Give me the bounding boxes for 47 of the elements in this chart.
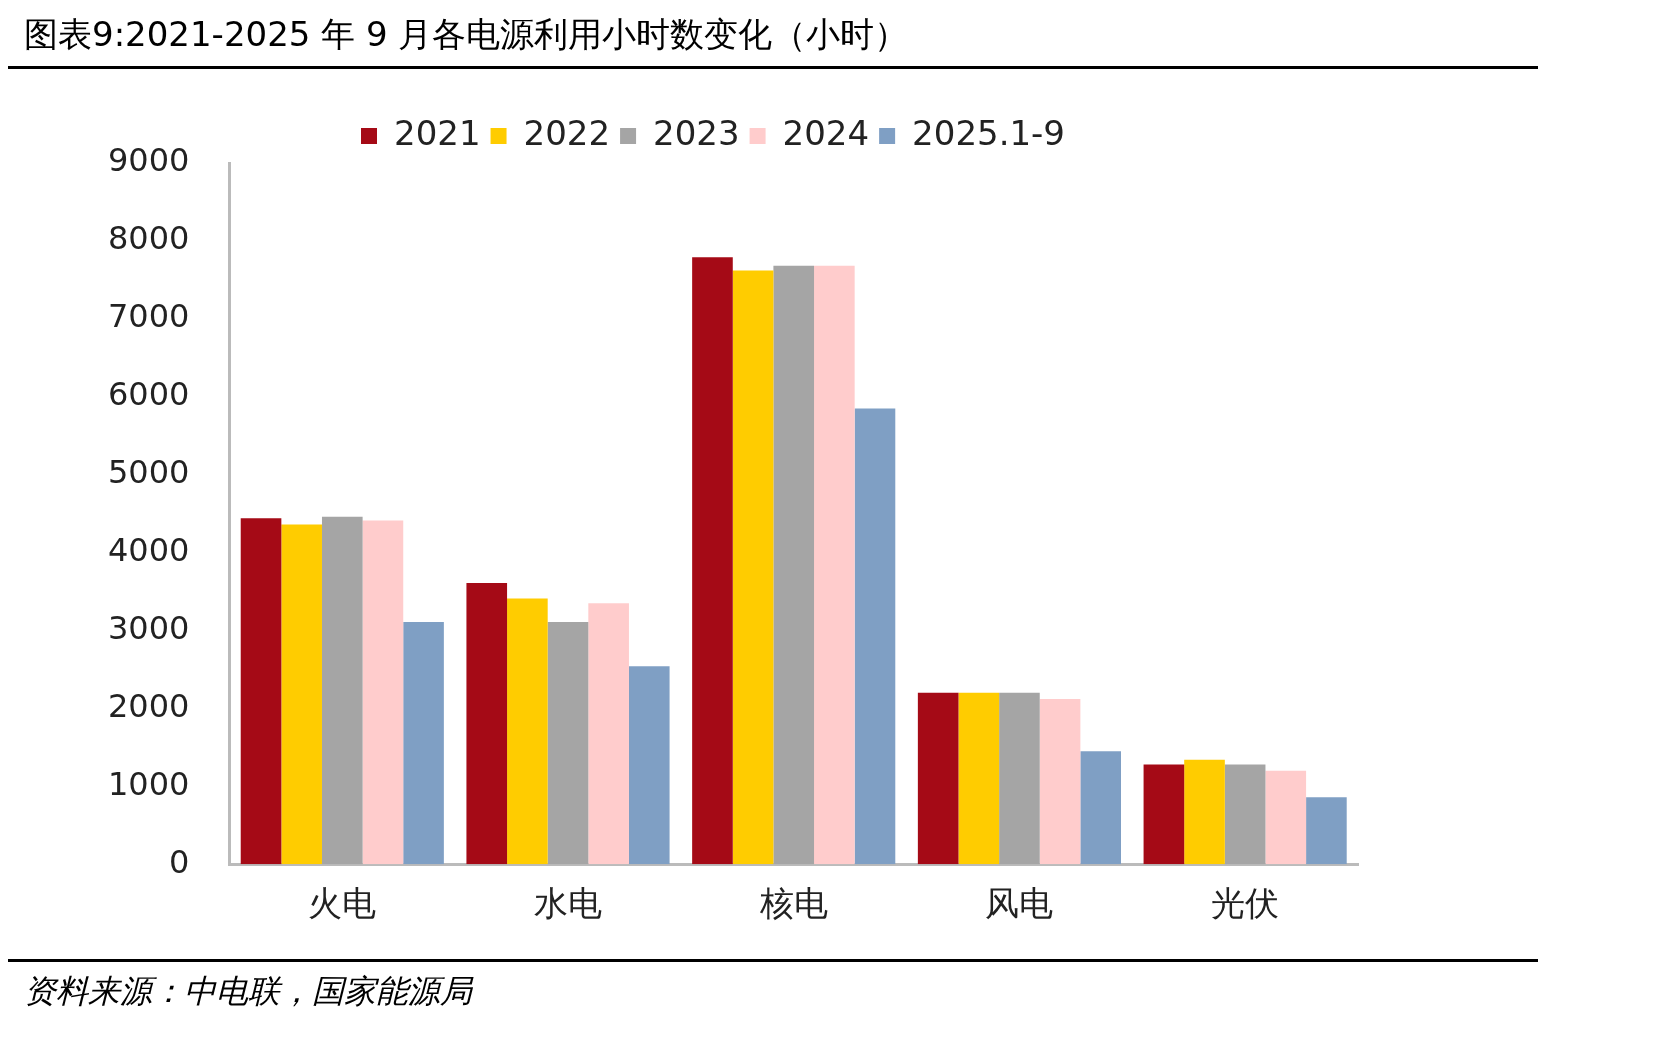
legend-label: 2024 [782,112,870,153]
y-tick-label: 3000 [108,608,190,647]
legend-label: 2025.1-9 [912,112,1065,153]
bar [1143,764,1185,865]
legend-label: 2023 [653,112,740,153]
y-tick-label: 7000 [108,297,190,336]
y-tick-label: 4000 [108,530,190,569]
bar [854,408,896,865]
y-tick-label: 9000 [108,141,190,180]
bar [240,518,282,865]
text: 资料来源：中电联，国家能源局 [24,971,475,1012]
bar [403,621,444,865]
chart-title: 图表9:2021-2025 年 9 月各电源利用小时数变化（小时） [8,8,1538,69]
legend-label: 2021 [394,112,481,153]
x-tick-label: 水电 [534,883,603,924]
bar [1080,751,1121,865]
bar [628,666,670,865]
y-tick-label: 6000 [108,375,190,414]
bar [466,582,508,865]
bar [917,692,959,865]
y-tick-label: 5000 [108,452,190,491]
bar [814,265,855,865]
bar [547,621,589,865]
x-tick-label: 核电 [758,883,828,924]
bar [773,265,815,865]
bar [362,520,404,865]
bar [1265,770,1307,865]
y-tick-label: 1000 [108,764,190,803]
bar [1224,764,1266,865]
bar [692,257,733,865]
bar [1306,797,1347,865]
y-tick-label: 0 [169,842,190,881]
x-tick-label: 光伏 [1211,883,1280,924]
y-tick-label: 2000 [108,686,190,725]
legend-label: 2022 [523,112,611,153]
y-tick-label: 8000 [108,219,190,258]
bar [281,524,322,865]
x-tick-label: 火电 [308,883,377,924]
bar [321,516,363,865]
bar [732,270,774,865]
bar [507,598,548,865]
bar [999,692,1040,865]
bar [958,692,1000,865]
bar [1184,759,1225,865]
bar [1039,699,1081,865]
bar [588,603,629,865]
x-tick-label: 风电 [985,883,1054,924]
